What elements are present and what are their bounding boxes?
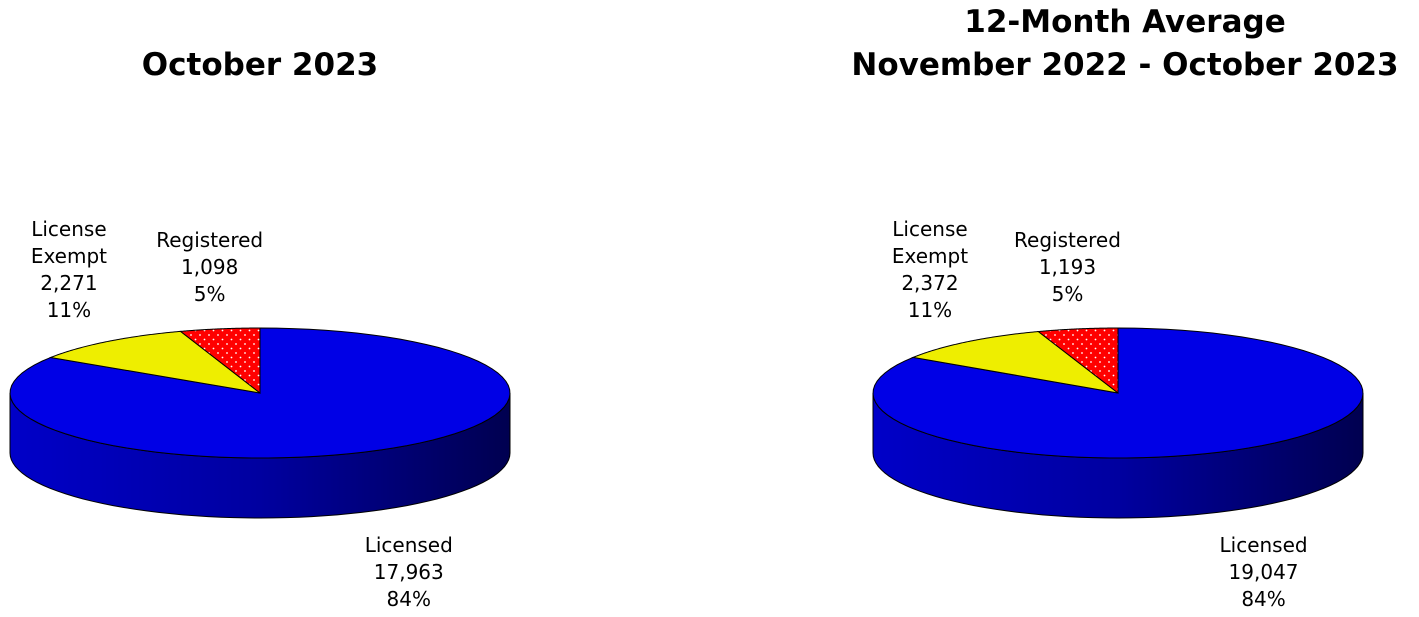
value-label: 1,193 [1038,254,1097,279]
slice-label: License Exempt 2,271 11% [31,216,107,324]
value-label: 19,047 [1228,560,1299,585]
category-label: Licensed [1219,533,1308,558]
category-label: License Exempt [30,216,108,268]
percent-label: 84% [1241,587,1286,612]
value-label: 2,372 [901,270,959,295]
slice [179,327,261,395]
value-label: 2,271 [40,270,98,295]
slice [872,327,1364,459]
percent-label: 5% [1051,281,1084,306]
category-label: License Exempt [891,216,969,268]
percent-label: 11% [46,297,92,322]
percent-label: 11% [907,297,953,322]
slice-label: Registered 1,193 5% [1014,227,1121,308]
slice [48,330,261,394]
slice-label: Registered 1,098 5% [156,227,263,308]
slice-label: Licensed 17,963 84% [365,532,453,613]
slice [911,331,1119,394]
chart-subtitle: November 2022 - October 2023 [851,47,1399,83]
slice-label: Licensed 19,047 84% [1219,532,1307,613]
value-label: 1,098 [181,254,239,279]
category-label: Registered [156,227,264,252]
slice [1036,327,1119,395]
category-label: Registered [1014,227,1121,252]
percent-label: 5% [193,281,226,306]
slice-label: License Exempt 2,372 11% [892,216,968,324]
chart-title: October 2023 [141,47,379,83]
chart-title: 12-Month Average [964,4,1286,40]
category-label: Licensed [364,533,453,558]
percent-label: 84% [386,587,431,612]
value-label: 17,963 [373,560,444,585]
